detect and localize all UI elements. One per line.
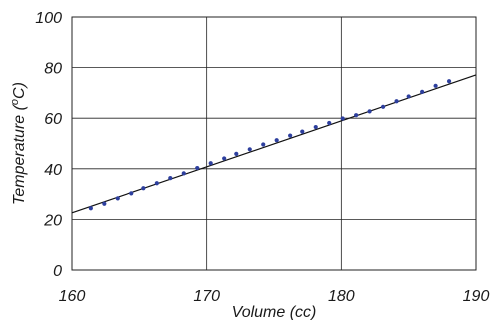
data-points	[88, 79, 452, 211]
data-point	[195, 165, 200, 171]
y-tick-label: 80	[44, 61, 62, 78]
data-point	[222, 156, 227, 161]
data-point	[115, 196, 120, 201]
x-tick-label: 170	[193, 288, 220, 305]
y-axis-title: Temperature (oC)	[9, 82, 28, 205]
data-point	[327, 120, 332, 126]
data-point	[367, 109, 372, 114]
y-tick-label: 0	[53, 263, 62, 280]
plot-frame	[71, 16, 477, 271]
data-point	[168, 176, 173, 181]
y-tick-label: 100	[35, 10, 62, 27]
data-point	[274, 138, 279, 143]
data-point	[420, 89, 425, 94]
data-point	[261, 142, 266, 147]
data-point	[394, 99, 399, 104]
x-tick-label: 160	[59, 288, 86, 305]
data-point	[181, 171, 186, 176]
x-axis-title: Volume (cc)	[232, 304, 317, 320]
y-tick-label: 40	[44, 162, 62, 179]
y-axis-title-superscript: o	[9, 99, 21, 105]
data-point	[129, 191, 134, 196]
data-point	[288, 133, 293, 138]
data-point	[313, 124, 318, 130]
x-tick-labels: 160 170 180 190	[59, 288, 490, 305]
data-point	[141, 186, 146, 191]
x-tick-label: 190	[463, 288, 490, 305]
data-point	[154, 181, 159, 186]
data-point	[354, 113, 359, 118]
data-point	[234, 151, 239, 156]
y-tick-label: 60	[44, 111, 62, 128]
data-point	[433, 83, 438, 88]
data-point	[446, 79, 452, 84]
data-point	[300, 129, 305, 134]
y-tick-label: 20	[43, 212, 62, 229]
data-point	[380, 104, 386, 109]
y-axis-title-tail: C)	[11, 82, 28, 99]
data-point	[102, 201, 107, 206]
data-point	[406, 94, 411, 99]
data-point	[340, 116, 345, 121]
y-axis-title-main: Temperature (	[11, 103, 28, 205]
data-point	[88, 206, 93, 211]
y-tick-labels: 0 20 40 60 80 100	[35, 10, 62, 280]
data-point	[208, 161, 213, 166]
data-point	[247, 147, 252, 152]
x-tick-label: 180	[328, 288, 355, 305]
